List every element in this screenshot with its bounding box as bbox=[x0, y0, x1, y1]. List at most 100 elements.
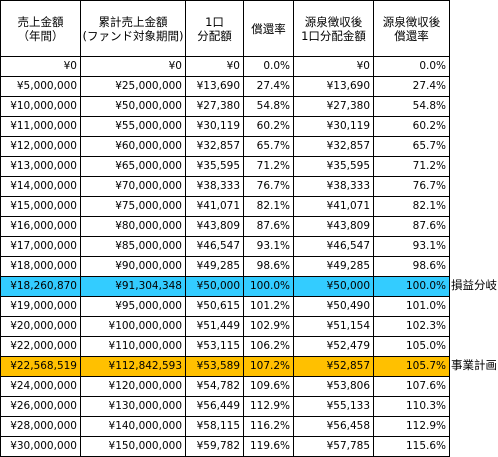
distribution-cell[interactable]: ¥41,071 bbox=[185, 196, 244, 217]
cumulative-sales-cell[interactable]: ¥91,304,348 bbox=[80, 276, 186, 297]
annual-sales-cell[interactable]: ¥17,000,000 bbox=[0, 236, 81, 257]
net-distribution-cell[interactable]: ¥56,458 bbox=[293, 416, 374, 437]
net-redemption-rate-cell[interactable]: 0.0% bbox=[373, 56, 450, 77]
annual-sales-cell[interactable]: ¥15,000,000 bbox=[0, 196, 81, 217]
cumulative-sales-cell[interactable]: ¥60,000,000 bbox=[80, 136, 186, 157]
redemption-rate-cell[interactable]: 65.7% bbox=[243, 136, 294, 157]
annual-sales-cell[interactable]: ¥5,000,000 bbox=[0, 76, 81, 97]
cumulative-sales-cell[interactable]: ¥120,000,000 bbox=[80, 376, 186, 397]
annual-sales-cell[interactable]: ¥13,000,000 bbox=[0, 156, 81, 177]
distribution-cell[interactable]: ¥58,115 bbox=[185, 416, 244, 437]
distribution-cell[interactable]: ¥46,547 bbox=[185, 236, 244, 257]
redemption-rate-cell[interactable]: 119.6% bbox=[243, 436, 294, 457]
annual-sales-cell[interactable]: ¥20,000,000 bbox=[0, 316, 81, 337]
cumulative-sales-cell[interactable]: ¥55,000,000 bbox=[80, 116, 186, 137]
net-distribution-cell[interactable]: ¥50,000 bbox=[293, 276, 374, 297]
distribution-cell[interactable]: ¥49,285 bbox=[185, 256, 244, 277]
redemption-rate-cell[interactable]: 27.4% bbox=[243, 76, 294, 97]
redemption-rate-cell[interactable]: 82.1% bbox=[243, 196, 294, 217]
net-distribution-cell[interactable]: ¥55,133 bbox=[293, 396, 374, 417]
redemption-rate-cell[interactable]: 0.0% bbox=[243, 56, 294, 77]
cumulative-sales-cell[interactable]: ¥150,000,000 bbox=[80, 436, 186, 457]
redemption-rate-cell[interactable]: 100.0% bbox=[243, 276, 294, 297]
net-redemption-rate-cell[interactable]: 60.2% bbox=[373, 116, 450, 137]
distribution-cell[interactable]: ¥32,857 bbox=[185, 136, 244, 157]
distribution-cell[interactable]: ¥53,115 bbox=[185, 336, 244, 357]
distribution-cell[interactable]: ¥54,782 bbox=[185, 376, 244, 397]
redemption-rate-cell[interactable]: 98.6% bbox=[243, 256, 294, 277]
distribution-cell[interactable]: ¥43,809 bbox=[185, 216, 244, 237]
cumulative-sales-cell[interactable]: ¥130,000,000 bbox=[80, 396, 186, 417]
net-distribution-cell[interactable]: ¥30,119 bbox=[293, 116, 374, 137]
redemption-rate-cell[interactable]: 60.2% bbox=[243, 116, 294, 137]
net-distribution-cell[interactable]: ¥27,380 bbox=[293, 96, 374, 117]
net-distribution-cell[interactable]: ¥0 bbox=[293, 56, 374, 77]
redemption-rate-cell[interactable]: 71.2% bbox=[243, 156, 294, 177]
annual-sales-cell[interactable]: ¥28,000,000 bbox=[0, 416, 81, 437]
cumulative-sales-cell[interactable]: ¥50,000,000 bbox=[80, 96, 186, 117]
annual-sales-cell[interactable]: ¥22,000,000 bbox=[0, 336, 81, 357]
cumulative-sales-cell[interactable]: ¥112,842,593 bbox=[80, 356, 186, 377]
annual-sales-cell[interactable]: ¥19,000,000 bbox=[0, 296, 81, 317]
net-redemption-rate-cell[interactable]: 76.7% bbox=[373, 176, 450, 197]
distribution-cell[interactable]: ¥50,000 bbox=[185, 276, 244, 297]
cumulative-sales-cell[interactable]: ¥80,000,000 bbox=[80, 216, 186, 237]
net-distribution-cell[interactable]: ¥50,490 bbox=[293, 296, 374, 317]
net-distribution-cell[interactable]: ¥52,479 bbox=[293, 336, 374, 357]
net-distribution-cell[interactable]: ¥41,071 bbox=[293, 196, 374, 217]
cumulative-sales-cell[interactable]: ¥65,000,000 bbox=[80, 156, 186, 177]
net-redemption-rate-cell[interactable]: 105.0% bbox=[373, 336, 450, 357]
annual-sales-cell[interactable]: ¥26,000,000 bbox=[0, 396, 81, 417]
net-redemption-rate-cell[interactable]: 71.2% bbox=[373, 156, 450, 177]
cumulative-sales-cell[interactable]: ¥25,000,000 bbox=[80, 76, 186, 97]
redemption-rate-cell[interactable]: 112.9% bbox=[243, 396, 294, 417]
header-net-redemption-rate[interactable]: 源泉徴収後 償還率 bbox=[373, 0, 450, 57]
cumulative-sales-cell[interactable]: ¥140,000,000 bbox=[80, 416, 186, 437]
distribution-cell[interactable]: ¥50,615 bbox=[185, 296, 244, 317]
header-distribution-per-unit[interactable]: 1口 分配額 bbox=[185, 0, 244, 57]
net-distribution-cell[interactable]: ¥52,857 bbox=[293, 356, 374, 377]
header-redemption-rate[interactable]: 償還率 bbox=[243, 0, 294, 57]
annual-sales-cell[interactable]: ¥12,000,000 bbox=[0, 136, 81, 157]
net-redemption-rate-cell[interactable]: 82.1% bbox=[373, 196, 450, 217]
cumulative-sales-cell[interactable]: ¥70,000,000 bbox=[80, 176, 186, 197]
annual-sales-cell[interactable]: ¥16,000,000 bbox=[0, 216, 81, 237]
net-redemption-rate-cell[interactable]: 112.9% bbox=[373, 416, 450, 437]
distribution-cell[interactable]: ¥56,449 bbox=[185, 396, 244, 417]
net-redemption-rate-cell[interactable]: 102.3% bbox=[373, 316, 450, 337]
distribution-cell[interactable]: ¥0 bbox=[185, 56, 244, 77]
redemption-rate-cell[interactable]: 76.7% bbox=[243, 176, 294, 197]
net-distribution-cell[interactable]: ¥35,595 bbox=[293, 156, 374, 177]
redemption-rate-cell[interactable]: 116.2% bbox=[243, 416, 294, 437]
net-distribution-cell[interactable]: ¥43,809 bbox=[293, 216, 374, 237]
header-cumulative-sales[interactable]: 累計売上金額 (ファンド対象期間) bbox=[80, 0, 186, 57]
net-distribution-cell[interactable]: ¥53,806 bbox=[293, 376, 374, 397]
net-distribution-cell[interactable]: ¥32,857 bbox=[293, 136, 374, 157]
redemption-rate-cell[interactable]: 107.2% bbox=[243, 356, 294, 377]
redemption-rate-cell[interactable]: 106.2% bbox=[243, 336, 294, 357]
header-net-distribution-per-unit[interactable]: 源泉徴収後 1口分配金額 bbox=[293, 0, 374, 57]
distribution-cell[interactable]: ¥51,449 bbox=[185, 316, 244, 337]
net-redemption-rate-cell[interactable]: 107.6% bbox=[373, 376, 450, 397]
annual-sales-cell[interactable]: ¥11,000,000 bbox=[0, 116, 81, 137]
net-redemption-rate-cell[interactable]: 100.0% bbox=[373, 276, 450, 297]
net-redemption-rate-cell[interactable]: 93.1% bbox=[373, 236, 450, 257]
redemption-rate-cell[interactable]: 109.6% bbox=[243, 376, 294, 397]
cumulative-sales-cell[interactable]: ¥75,000,000 bbox=[80, 196, 186, 217]
cumulative-sales-cell[interactable]: ¥110,000,000 bbox=[80, 336, 186, 357]
net-distribution-cell[interactable]: ¥38,333 bbox=[293, 176, 374, 197]
distribution-cell[interactable]: ¥35,595 bbox=[185, 156, 244, 177]
annual-sales-cell[interactable]: ¥18,260,870 bbox=[0, 276, 81, 297]
net-redemption-rate-cell[interactable]: 87.6% bbox=[373, 216, 450, 237]
annual-sales-cell[interactable]: ¥24,000,000 bbox=[0, 376, 81, 397]
annual-sales-cell[interactable]: ¥30,000,000 bbox=[0, 436, 81, 457]
net-redemption-rate-cell[interactable]: 27.4% bbox=[373, 76, 450, 97]
distribution-cell[interactable]: ¥59,782 bbox=[185, 436, 244, 457]
net-redemption-rate-cell[interactable]: 115.6% bbox=[373, 436, 450, 457]
net-distribution-cell[interactable]: ¥46,547 bbox=[293, 236, 374, 257]
net-redemption-rate-cell[interactable]: 98.6% bbox=[373, 256, 450, 277]
distribution-cell[interactable]: ¥53,589 bbox=[185, 356, 244, 377]
annual-sales-cell[interactable]: ¥10,000,000 bbox=[0, 96, 81, 117]
annual-sales-cell[interactable]: ¥14,000,000 bbox=[0, 176, 81, 197]
net-redemption-rate-cell[interactable]: 110.3% bbox=[373, 396, 450, 417]
